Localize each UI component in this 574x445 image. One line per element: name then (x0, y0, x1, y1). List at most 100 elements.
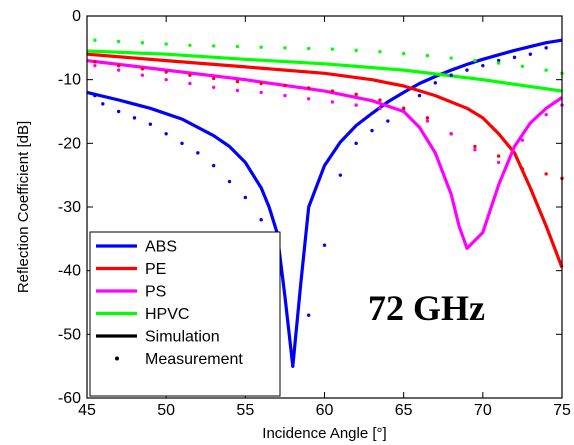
series-line-abs (86, 38, 563, 368)
measurement-point-abs (306, 313, 311, 317)
y-tick-label: -40 (58, 263, 81, 280)
measurement-point-abs (433, 81, 438, 85)
measurement-point-pe (259, 81, 263, 86)
legend-label: HPVC (145, 306, 189, 323)
axis-ticks: 45 50 55 60 65 70 75 0 -10 -20 -30 -40 -50 -60 (58, 8, 571, 419)
measurement-point-pe (164, 70, 168, 74)
measurement-point-ps (283, 93, 287, 98)
measurement-point-abs (101, 102, 105, 106)
measurement-point-hpvc (449, 56, 453, 60)
measurement-point-abs (132, 116, 137, 120)
measurement-point-abs (180, 141, 184, 146)
y-tick-label: -10 (58, 72, 81, 89)
measurement-point-hpvc (188, 43, 192, 47)
measurement-point-hpvc (544, 68, 548, 72)
legend-label: Measurement (145, 351, 243, 368)
measurement-point-ps (164, 77, 168, 82)
measurement-point-abs (338, 173, 343, 177)
measurement-point-abs (93, 93, 97, 98)
measurement-point-pe (544, 172, 548, 176)
measurement-point-hpvc (401, 51, 406, 56)
measurement-point-ps (306, 97, 311, 101)
measurement-point-ps (449, 132, 453, 136)
y-tick-label: -20 (58, 135, 81, 152)
measurement-point-pe (520, 167, 525, 171)
measurement-point-pe (93, 60, 97, 64)
measurement-point-abs (528, 52, 533, 56)
measurement-point-abs (417, 93, 422, 98)
measurement-point-hpvc (330, 47, 335, 51)
measurement-point-abs (481, 63, 485, 68)
measurement-point-pe (330, 89, 335, 93)
measurement-point-abs (291, 364, 295, 368)
x-tick-label: 50 (157, 402, 175, 419)
measurement-point-hpvc (116, 39, 121, 44)
measurement-point-ps (496, 160, 501, 165)
measurement-point-ps (211, 85, 216, 90)
measurement-point-ps (520, 138, 525, 142)
y-tick-label: 0 (72, 8, 81, 25)
measurement-point-abs (322, 243, 327, 247)
measurement-point-hpvc (425, 53, 430, 58)
measurement-point-ps (425, 119, 430, 123)
measurement-point-hpvc (259, 45, 263, 49)
measurement-layer (93, 38, 564, 368)
series-line-hpvc (86, 49, 563, 93)
y-tick-label: -60 (58, 390, 81, 407)
x-tick-label: 55 (236, 402, 254, 419)
measurement-point-ps (93, 63, 97, 68)
measurement-point-abs (512, 55, 517, 60)
measurement-point-pe (354, 92, 358, 97)
measurement-point-abs (211, 163, 216, 168)
measurement-point-hpvc (164, 42, 168, 46)
measurement-point-hpvc (473, 58, 477, 63)
measurement-point-ps (473, 148, 477, 152)
y-tick-label: -50 (58, 326, 81, 343)
x-tick-label: 45 (78, 402, 96, 419)
measurement-point-pe (211, 76, 216, 81)
measurement-point-abs (243, 195, 248, 200)
measurement-point-pe (306, 86, 311, 90)
measurement-point-abs (196, 151, 200, 155)
measurement-point-hpvc (283, 46, 287, 50)
measurement-point-pe (283, 83, 287, 88)
measurement-point-abs (465, 68, 469, 72)
measurement-point-ps (140, 73, 145, 77)
measurement-point-ps (330, 100, 335, 104)
measurement-point-ps (235, 88, 240, 93)
measurement-point-ps (188, 81, 192, 86)
measurement-point-ps (259, 90, 263, 95)
measurement-point-pe (496, 154, 501, 158)
legend: ABS PE PS HPVC Simulation Measurement (89, 231, 281, 397)
measurement-point-hpvc (306, 46, 311, 51)
measurement-point-hpvc (354, 48, 358, 53)
measurement-point-pe (235, 79, 240, 84)
x-tick-label: 75 (553, 402, 571, 419)
measurement-point-abs (259, 218, 263, 222)
measurement-point-abs (370, 128, 374, 133)
measurement-point-abs (386, 119, 390, 123)
measurement-point-hpvc (211, 44, 216, 48)
measurement-point-pe (425, 116, 430, 120)
x-tick-label: 65 (395, 402, 413, 419)
legend-label: PS (145, 284, 166, 301)
measurement-point-abs (227, 179, 232, 184)
measurement-point-ps (354, 103, 358, 107)
measurement-point-abs (164, 132, 168, 136)
legend-label: PE (145, 261, 166, 278)
measurement-point-abs (148, 122, 153, 126)
measurement-point-ps (401, 109, 406, 114)
measurement-point-ps (544, 112, 548, 117)
measurement-point-ps (116, 68, 121, 72)
measurement-point-abs (116, 109, 121, 114)
measurement-point-pe (140, 67, 145, 71)
series-line-ps (86, 59, 563, 250)
series-layer (86, 38, 564, 368)
measurement-point-ps (378, 106, 382, 111)
measurement-point-pe (188, 73, 192, 77)
x-axis-label: Incidence Angle [°] (262, 425, 386, 442)
legend-swatch (115, 356, 119, 361)
measurement-point-abs (544, 46, 548, 50)
measurement-point-hpvc (140, 41, 145, 45)
